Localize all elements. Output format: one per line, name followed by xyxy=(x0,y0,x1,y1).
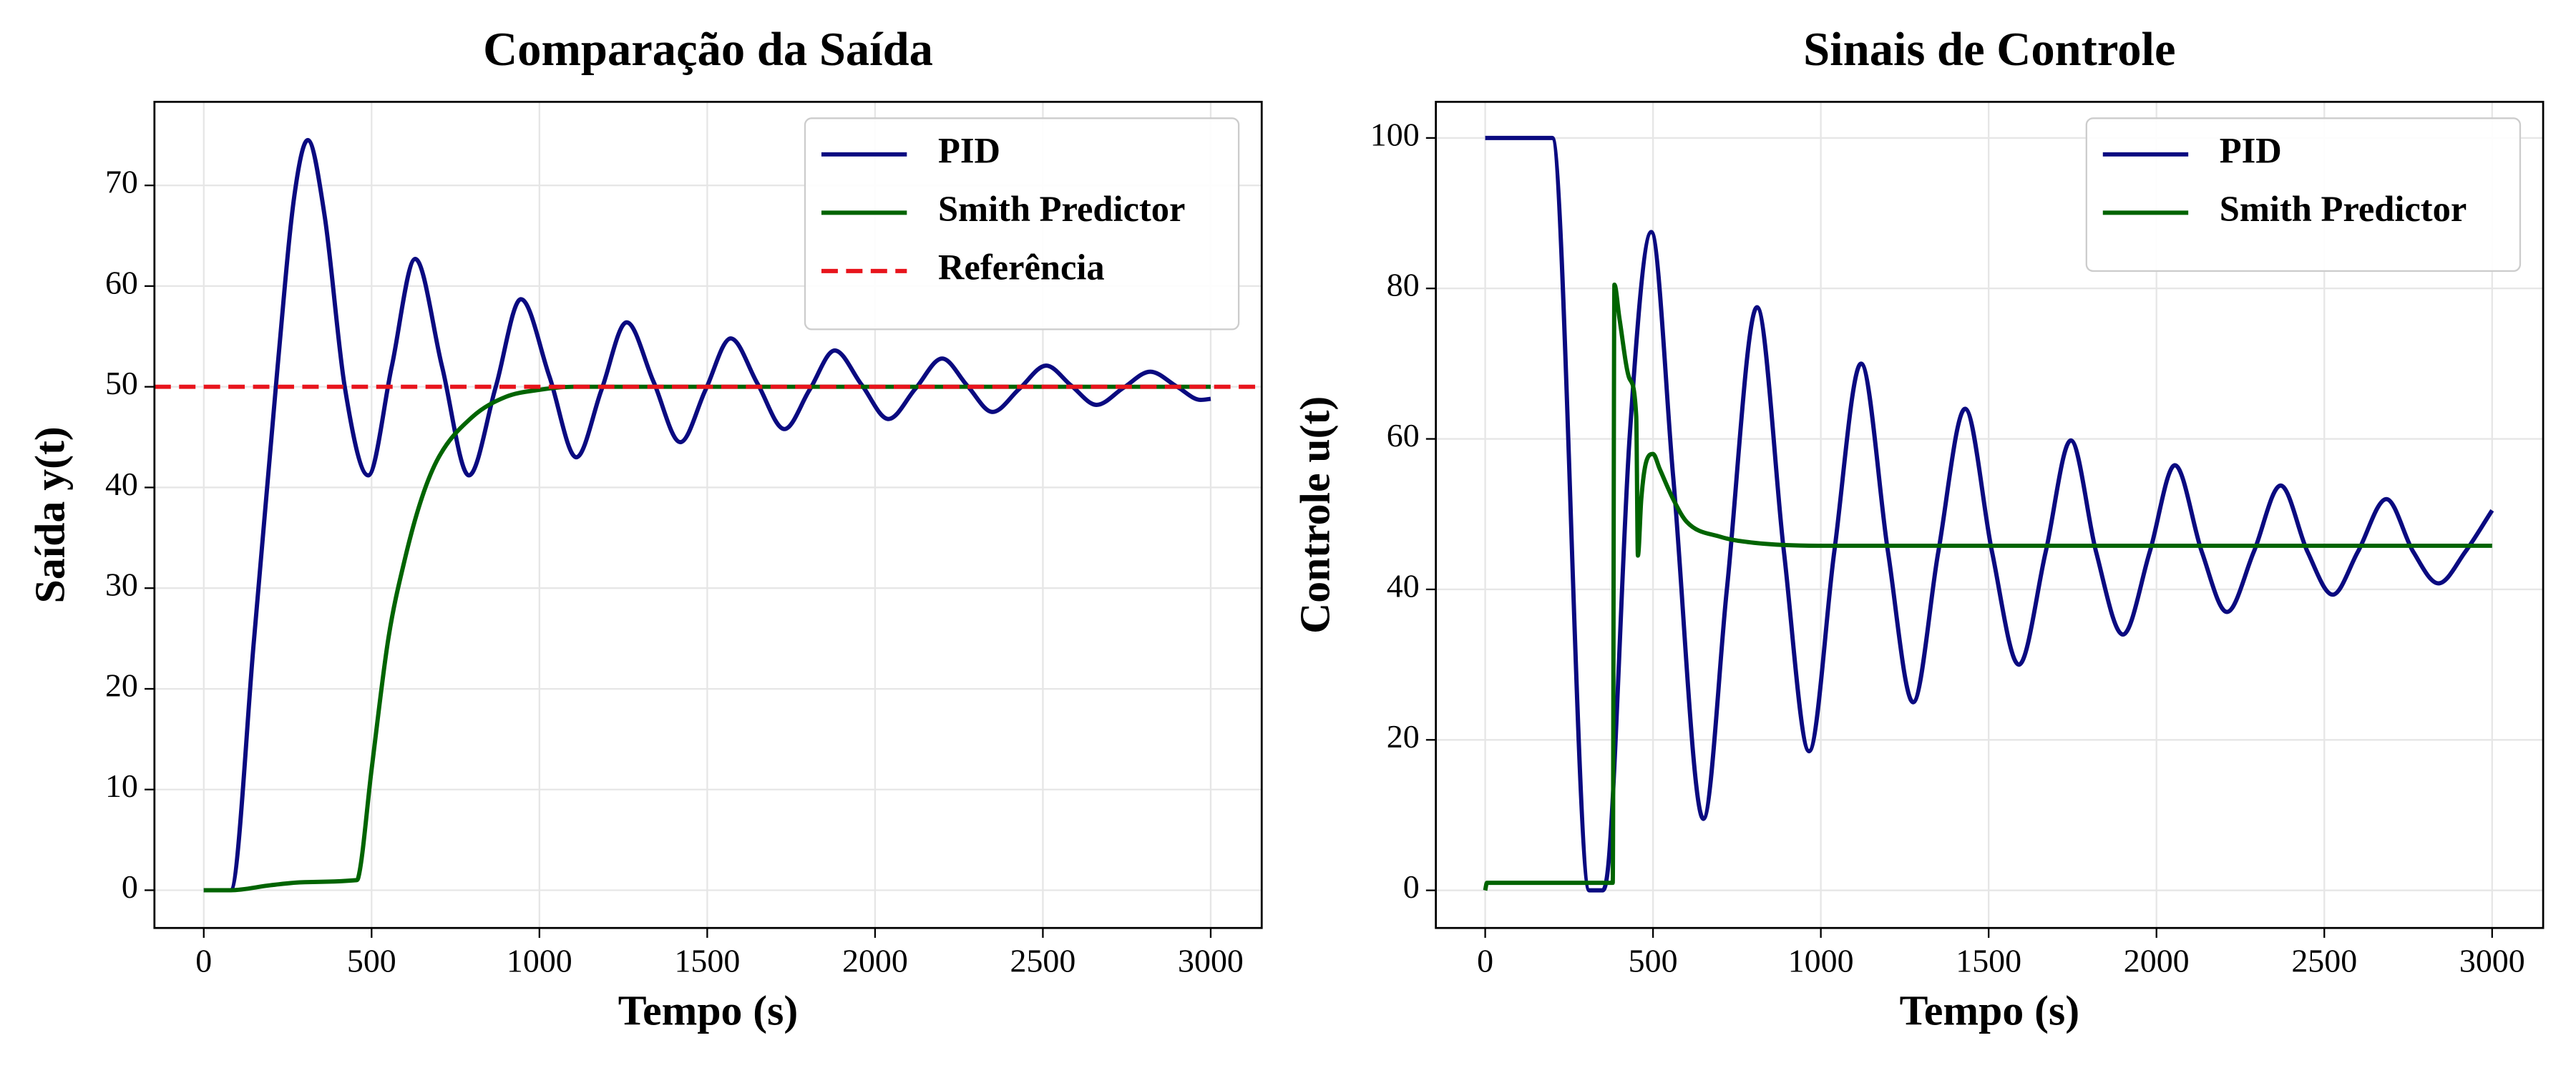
x-tick-label: 1000 xyxy=(1788,942,1854,979)
x-tick-label: 1500 xyxy=(674,942,740,979)
x-tick-label: 500 xyxy=(347,942,396,979)
y-tick-label: 40 xyxy=(1387,567,1420,604)
series-line xyxy=(1485,135,2494,893)
x-tick-label: 3000 xyxy=(2459,942,2525,979)
y-tick-label: 30 xyxy=(105,567,138,603)
y-tick-label: 60 xyxy=(105,264,138,300)
legend-label: PID xyxy=(938,130,1000,170)
x-tick-label: 2000 xyxy=(2124,942,2190,979)
plot-area xyxy=(1483,135,2494,893)
series-line xyxy=(1483,282,2492,891)
y-tick-label: 10 xyxy=(105,768,138,804)
axes-frame xyxy=(153,100,1263,929)
y-tick-label: 0 xyxy=(1403,868,1420,905)
x-axis-label: Tempo (s) xyxy=(1900,987,2079,1034)
x-tick-label: 500 xyxy=(1629,942,1678,979)
legend-label: Smith Predictor xyxy=(938,189,1185,229)
x-axis-label: Tempo (s) xyxy=(618,987,798,1034)
legend-box xyxy=(804,117,1240,330)
series-line xyxy=(203,384,1211,893)
legend-label: Smith Predictor xyxy=(2220,189,2467,229)
x-tick-label: 0 xyxy=(1477,942,1493,979)
y-tick-label: 20 xyxy=(1387,718,1420,755)
x-tick-label: 2500 xyxy=(2291,942,2357,979)
y-tick-label: 40 xyxy=(105,466,138,502)
x-tick-label: 3000 xyxy=(1178,942,1244,979)
chart-title: Sinais de Controle xyxy=(1803,24,2175,76)
y-axis-label: Saída y(t) xyxy=(26,426,73,603)
legend-box xyxy=(2085,117,2522,272)
x-tick-label: 1000 xyxy=(507,942,572,979)
legend-label: Referência xyxy=(938,247,1105,287)
x-tick-label: 1500 xyxy=(1956,942,2021,979)
legend-label: PID xyxy=(2220,130,2282,170)
y-axis-label: Controle u(t) xyxy=(1291,396,1338,634)
y-tick-label: 70 xyxy=(105,164,138,200)
series-line xyxy=(203,137,1211,893)
panel: Comparação da Saída Tempo (s) Saída y(t) 0 5… xyxy=(26,24,1263,1034)
x-tick-label: 2000 xyxy=(842,942,908,979)
y-tick-label: 100 xyxy=(1370,116,1420,152)
y-tick-label: 60 xyxy=(1387,417,1420,454)
chart-title: Comparação da Saída xyxy=(483,24,933,76)
y-tick-label: 20 xyxy=(105,667,138,703)
y-tick-label: 50 xyxy=(105,365,138,401)
plot-area xyxy=(154,137,1262,893)
y-tick-label: 80 xyxy=(1387,267,1420,303)
x-tick-label: 2500 xyxy=(1010,942,1076,979)
axes-frame xyxy=(1435,100,2545,929)
x-tick-label: 0 xyxy=(195,942,212,979)
y-tick-label: 0 xyxy=(122,868,138,905)
panel: Sinais de Controle Tempo (s) Controle u(t)… xyxy=(1291,24,2545,1034)
